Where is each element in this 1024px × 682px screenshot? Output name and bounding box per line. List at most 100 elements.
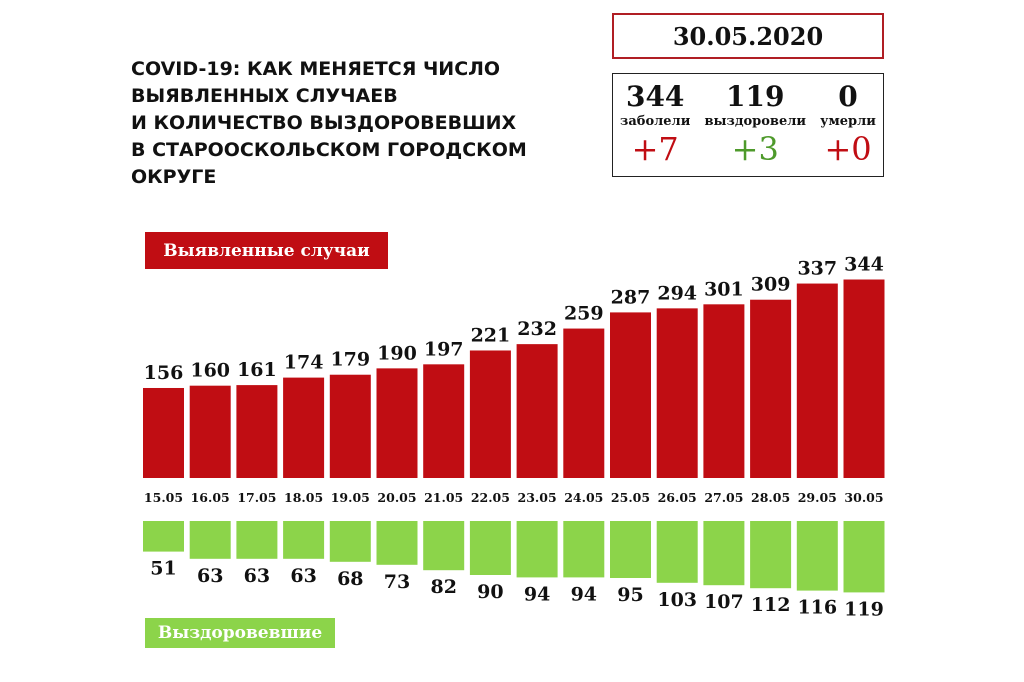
- stat-recovered: 119 выздоровели +3: [704, 80, 806, 176]
- date-tick-label: 29.05: [798, 490, 837, 505]
- stat-died: 0 умерли +0: [820, 80, 876, 176]
- cases-value-label: 344: [844, 254, 884, 276]
- cases-value-label: 156: [144, 362, 184, 384]
- stats-panel: 344 заболели +7 119 выздоровели +3 0 уме…: [612, 73, 884, 177]
- cases-value-label: 301: [704, 278, 744, 300]
- stat-died-delta: +0: [824, 130, 872, 168]
- date-tick-label: 25.05: [611, 490, 650, 505]
- cases-bar: [516, 344, 558, 478]
- cases-value-label: 294: [657, 282, 697, 304]
- recovered-value-label: 112: [751, 594, 791, 616]
- date-tick-label: 15.05: [144, 490, 183, 505]
- stat-died-value: 0: [838, 80, 858, 113]
- recovered-bar: [656, 521, 698, 583]
- cases-bar: [796, 283, 838, 478]
- title-line: ОКРУГЕ: [131, 166, 217, 188]
- recovered-value-label: 82: [430, 576, 456, 598]
- date-tick-label: 24.05: [564, 490, 603, 505]
- date-tick-label: 18.05: [284, 490, 323, 505]
- cases-bar: [843, 279, 885, 478]
- cases-bar: [469, 350, 511, 478]
- date-tick-label: 27.05: [704, 490, 743, 505]
- recovered-bar: [329, 521, 371, 562]
- recovered-value-label: 63: [290, 565, 316, 587]
- recovered-value-label: 51: [150, 558, 176, 580]
- recovered-value-label: 73: [384, 571, 410, 593]
- recovered-bar: [189, 521, 231, 559]
- recovered-value-label: 68: [337, 568, 363, 590]
- recovered-bar: [516, 521, 558, 578]
- stat-sick-delta: +7: [631, 130, 679, 168]
- cases-bar: [236, 385, 278, 478]
- stat-died-label: умерли: [820, 114, 876, 129]
- chart-title: COVID-19: КАК МЕНЯЕТСЯ ЧИСЛО ВЫЯВЛЕННЫХ …: [131, 56, 571, 191]
- cases-value-label: 179: [330, 349, 370, 371]
- date-tick-label: 22.05: [471, 490, 510, 505]
- cases-bar: [656, 308, 698, 478]
- recovered-bar: [283, 521, 325, 559]
- title-line: И КОЛИЧЕСТВО ВЫЗДОРОВЕВШИХ: [131, 112, 517, 134]
- cases-value-label: 190: [377, 342, 417, 364]
- recovered-bar: [469, 521, 511, 575]
- recovered-value-label: 63: [197, 565, 223, 587]
- date-tick-label: 23.05: [518, 490, 557, 505]
- cases-value-label: 259: [564, 303, 604, 325]
- cases-value-label: 221: [471, 324, 511, 346]
- cases-value-label: 161: [237, 359, 277, 381]
- cases-bar: [423, 364, 465, 478]
- recovered-bar: [563, 521, 605, 578]
- date-label: 30.05.2020: [672, 21, 824, 51]
- cases-bar: [563, 328, 605, 478]
- date-tick-label: 19.05: [331, 490, 370, 505]
- date-tick-label: 26.05: [658, 490, 697, 505]
- recovered-value-label: 107: [704, 591, 744, 613]
- recovered-bar: [843, 521, 885, 593]
- recovered-bar: [610, 521, 651, 578]
- date-box: 30.05.2020: [612, 13, 884, 59]
- cases-bar: [283, 377, 325, 478]
- cases-value-label: 309: [751, 274, 791, 296]
- recovered-value-label: 95: [617, 584, 643, 606]
- recovered-bar: [376, 521, 418, 565]
- cases-value-label: 287: [611, 286, 651, 308]
- stat-recovered-delta: +3: [731, 130, 779, 168]
- recovered-value-label: 90: [477, 581, 503, 603]
- recovered-bar: [750, 521, 792, 589]
- recovered-bar: [796, 521, 838, 591]
- cases-bar: [143, 387, 184, 478]
- stat-recovered-label: выздоровели: [704, 114, 807, 129]
- legend-cases: Выявленные случаи: [145, 232, 388, 269]
- cases-bar: [750, 299, 792, 478]
- title-line: ВЫЯВЛЕННЫХ СЛУЧАЕВ: [131, 85, 398, 107]
- date-tick-label: 28.05: [751, 490, 790, 505]
- date-tick-label: 16.05: [191, 490, 230, 505]
- recovered-value-label: 94: [571, 583, 597, 605]
- recovered-bar: [703, 521, 745, 586]
- date-tick-label: 20.05: [377, 490, 416, 505]
- stat-sick-value: 344: [625, 80, 685, 113]
- cases-bar: [610, 312, 651, 478]
- title-line: COVID-19: КАК МЕНЯЕТСЯ ЧИСЛО: [131, 58, 501, 80]
- legend-recovered-label: Выздоровевшие: [157, 623, 323, 643]
- cases-bar: [189, 385, 231, 478]
- recovered-value-label: 116: [797, 597, 837, 619]
- stat-sick: 344 заболели +7: [620, 80, 690, 176]
- recovered-value-label: 94: [524, 583, 550, 605]
- cases-value-label: 337: [797, 258, 837, 280]
- recovered-bar: [423, 521, 465, 571]
- stat-sick-label: заболели: [620, 114, 691, 129]
- cases-value-label: 174: [284, 352, 324, 374]
- legend-recovered: Выздоровевшие: [145, 618, 335, 648]
- date-tick-label: 30.05: [844, 490, 883, 505]
- date-tick-label: 17.05: [237, 490, 276, 505]
- recovered-bar: [236, 521, 278, 559]
- stat-recovered-value: 119: [726, 80, 785, 113]
- cases-bar: [703, 304, 745, 478]
- title-line: В СТАРООСКОЛЬСКОМ ГОРОДСКОМ: [131, 139, 527, 161]
- cases-value-label: 160: [190, 360, 230, 382]
- cases-bar: [329, 374, 371, 478]
- recovered-value-label: 103: [657, 589, 697, 611]
- cases-value-label: 232: [517, 318, 557, 340]
- date-tick-label: 21.05: [424, 490, 463, 505]
